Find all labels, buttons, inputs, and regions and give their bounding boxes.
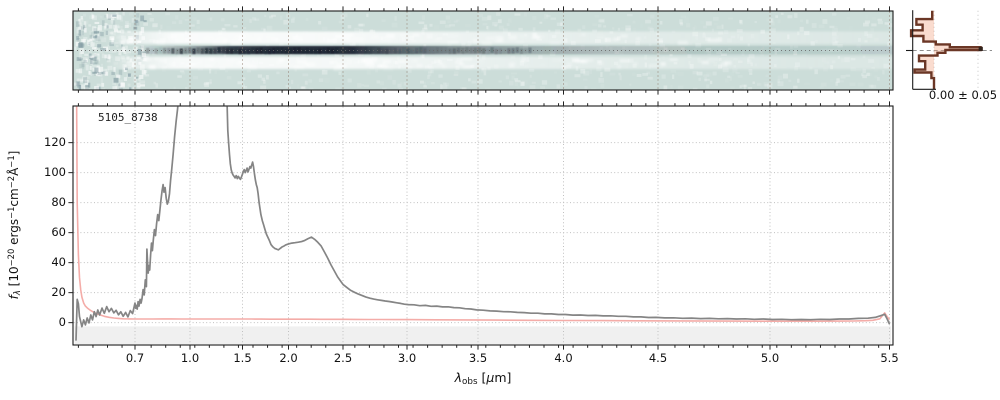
heatmap-x-ticks <box>77 6 890 95</box>
y-tick-label-60: 60 <box>51 224 66 239</box>
y-tick-label-120: 120 <box>44 134 66 149</box>
x-tick-label-5.5: 5.5 <box>880 351 899 365</box>
x-tick-label-5.0: 5.0 <box>760 351 780 365</box>
below-zero-band <box>74 326 891 344</box>
main-gridlines <box>73 106 893 345</box>
error-line <box>75 106 891 322</box>
lambda-subscript: obs <box>462 377 478 388</box>
x-tick-label-4.5: 4.5 <box>648 351 668 365</box>
heatmap-gridlines <box>134 11 890 90</box>
heatmap-border <box>72 10 894 91</box>
profile-stats-label: 0.00 ± 0.05 <box>928 88 998 102</box>
profile-peak-marker <box>978 46 983 51</box>
x-tick-label-4.0: 4.0 <box>554 351 573 365</box>
spatial-profile-panel <box>906 10 992 90</box>
y-tick-label-20: 20 <box>51 284 66 299</box>
x-tick-label-2.5: 2.5 <box>333 351 353 365</box>
y-tick-label-100: 100 <box>44 164 66 179</box>
heatmap-source-trace <box>138 46 893 55</box>
lambda-symbol: λ <box>454 370 463 385</box>
main-y-ticks <box>68 142 73 324</box>
spectrum-2d-panel <box>66 10 894 91</box>
mu-symbol: μ <box>486 370 495 385</box>
y-tick-label-0: 0 <box>58 314 66 329</box>
main-x-ticks <box>77 101 890 350</box>
heatmap-negative-bands <box>105 31 893 71</box>
y-tick-label-80: 80 <box>51 194 66 209</box>
y-axis-label: fλ [10−20 ergs−1cm−2Å−1] <box>6 150 22 300</box>
x-tick-label-1.0: 1.0 <box>180 351 200 365</box>
x-tick-label-3.0: 3.0 <box>397 351 417 365</box>
spectrum-1d-panel <box>72 105 894 346</box>
x-axis-label: λobs [μm] <box>454 370 512 388</box>
object-id-label: 5105_8738 <box>98 111 158 124</box>
x-tick-label-3.5: 3.5 <box>468 351 488 365</box>
y-tick-label-40: 40 <box>51 254 66 269</box>
x-tick-label-1.5: 1.5 <box>233 351 252 365</box>
x-tick-label-0.7: 0.7 <box>125 351 145 365</box>
profile-hist-fill <box>911 10 981 90</box>
x-tick-label-2.0: 2.0 <box>279 351 298 365</box>
spectrum-line <box>75 106 891 341</box>
main-border <box>72 105 894 346</box>
